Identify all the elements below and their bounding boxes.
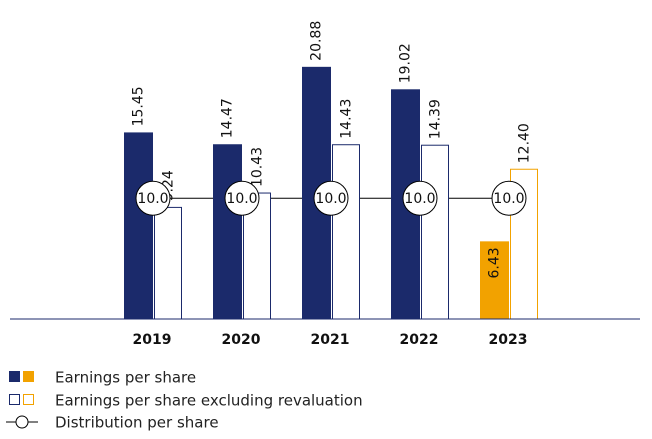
x-tick-label: 2022 (400, 332, 439, 348)
value-label: 10.43 (250, 147, 266, 187)
value-label: 10.0 (226, 191, 257, 207)
legend-label: Earnings per share (55, 369, 196, 387)
legend-label: Distribution per share (55, 414, 219, 432)
legend-swatch (23, 371, 34, 382)
value-label: 14.39 (428, 99, 444, 139)
x-tick-label: 2020 (222, 332, 261, 348)
x-tick-label: 2021 (311, 332, 350, 348)
legend-swatch (23, 394, 34, 405)
bar-outline (421, 144, 449, 320)
value-label: 12.40 (517, 123, 533, 163)
value-label: 15.45 (131, 86, 147, 126)
x-tick-label: 2019 (133, 332, 172, 348)
bar (480, 241, 509, 319)
value-label: 6.43 (487, 247, 503, 278)
value-label: 20.88 (309, 21, 325, 61)
legend-swatch (9, 394, 20, 405)
distribution-marker (135, 180, 171, 216)
bar-outline (154, 206, 182, 320)
bar (213, 144, 242, 319)
distribution-marker (224, 180, 260, 216)
legend-label: Earnings per share excluding revaluation (55, 392, 363, 410)
value-label: 10.0 (315, 191, 346, 207)
value-label: 14.43 (339, 99, 355, 139)
distribution-marker (491, 180, 527, 216)
value-label: 10.0 (404, 191, 435, 207)
legend: Earnings per share Earnings per share ex… (6, 369, 363, 432)
distribution-marker (313, 180, 349, 216)
value-label: 10.0 (493, 191, 524, 207)
value-label: 10.0 (137, 191, 168, 207)
legend-swatch (9, 371, 20, 382)
legend-marker (15, 415, 29, 429)
value-label: 14.47 (220, 98, 236, 138)
value-label: 19.02 (398, 43, 414, 83)
distribution-marker (402, 180, 438, 216)
x-tick-label: 2023 (489, 332, 528, 348)
bar-outline (332, 144, 360, 320)
bar (124, 132, 153, 319)
